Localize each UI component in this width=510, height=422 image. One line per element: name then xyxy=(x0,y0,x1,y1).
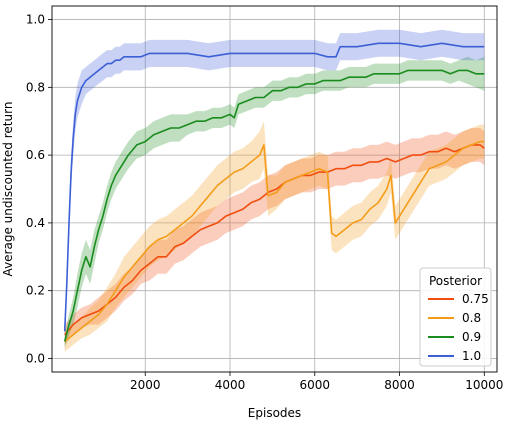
x-tick-label: 4000 xyxy=(215,378,246,392)
axis-ticks: 2000 4000 6000 8000 10000 0.0 0.2 0.4 0.6 0.8 1.0 xyxy=(26,13,503,392)
series-lines xyxy=(63,42,485,343)
legend-label-0.9: 0.9 xyxy=(462,330,481,344)
y-tick-label: 0.6 xyxy=(26,148,45,162)
series-line-0.75 xyxy=(64,144,485,336)
x-tick-label: 8000 xyxy=(384,378,415,392)
legend-label-0.8: 0.8 xyxy=(462,311,481,325)
legend-label-1.0: 1.0 xyxy=(462,349,481,363)
series-band-0.8 xyxy=(64,121,485,352)
series-band-0.9 xyxy=(64,56,485,349)
x-tick-label: 2000 xyxy=(130,378,161,392)
legend-label-0.75: 0.75 xyxy=(462,292,489,306)
y-tick-label: 0.4 xyxy=(26,216,45,230)
y-axis-label: Average undiscounted return xyxy=(1,102,15,277)
series-line-1.0 xyxy=(63,42,485,332)
legend: Posterior 0.75 0.8 0.9 1.0 xyxy=(419,267,492,367)
series-band-1.0 xyxy=(64,29,485,339)
y-tick-label: 1.0 xyxy=(26,13,45,27)
series-line-0.8 xyxy=(64,140,485,343)
x-tick-label: 6000 xyxy=(299,378,330,392)
x-tick-label: 10000 xyxy=(465,378,503,392)
y-tick-label: 0.8 xyxy=(26,80,45,94)
grid xyxy=(52,6,497,372)
legend-items: 0.75 0.8 0.9 1.0 xyxy=(428,292,489,363)
y-tick-label: 0.2 xyxy=(26,284,45,298)
x-axis-label: Episodes xyxy=(248,406,301,420)
plot-frame xyxy=(51,5,498,373)
legend-title: Posterior xyxy=(429,274,482,288)
series-line-0.9 xyxy=(63,69,485,342)
y-tick-label: 0.0 xyxy=(26,351,45,365)
legend-box xyxy=(419,267,492,367)
